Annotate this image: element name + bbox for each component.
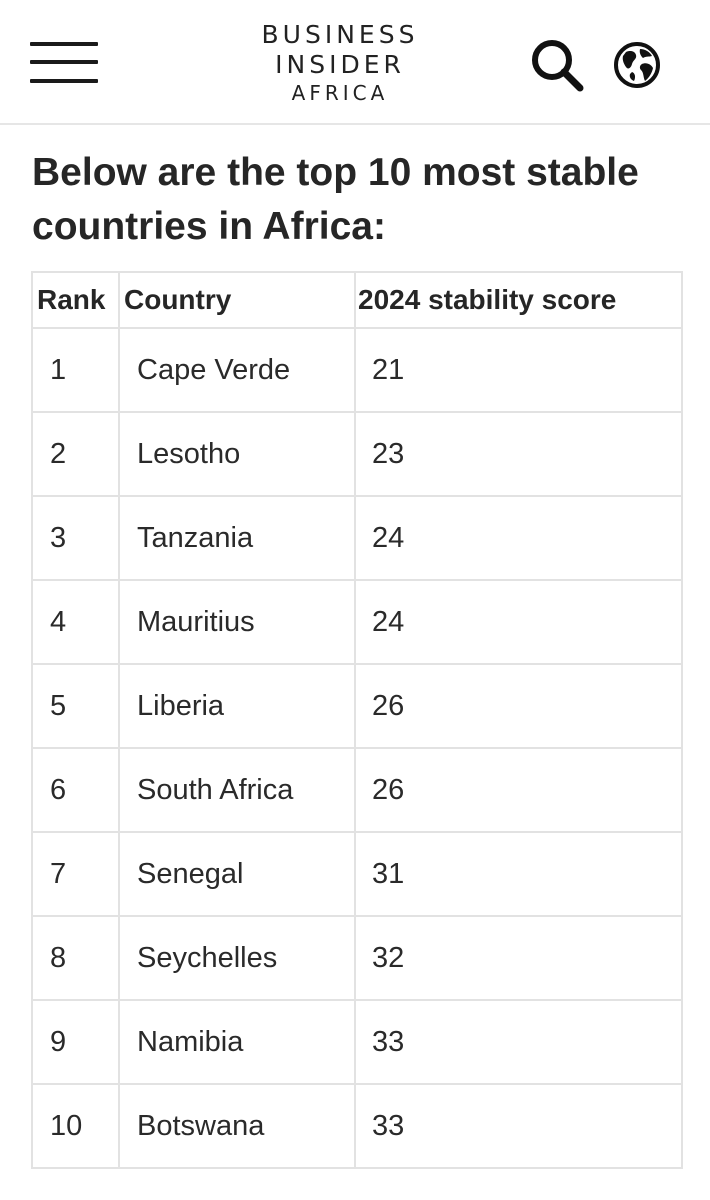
stability-table: Rank Country 2024 stability score 1 Cape… xyxy=(31,271,683,1169)
column-header-score: 2024 stability score xyxy=(354,271,683,329)
score-cell: 32 xyxy=(354,915,683,1001)
menu-line xyxy=(30,42,98,46)
country-cell: Senegal xyxy=(118,831,356,917)
score-cell: 26 xyxy=(354,663,683,749)
country-cell: Lesotho xyxy=(118,411,356,497)
score-cell: 23 xyxy=(354,411,683,497)
table-row: 2 Lesotho 23 xyxy=(31,411,683,497)
table-header-row: Rank Country 2024 stability score xyxy=(31,271,683,329)
menu-line xyxy=(30,79,98,83)
rank-cell: 9 xyxy=(31,999,120,1085)
table-row: 9 Namibia 33 xyxy=(31,999,683,1085)
score-cell: 21 xyxy=(354,327,683,413)
table-row: 8 Seychelles 32 xyxy=(31,915,683,1001)
country-cell: Tanzania xyxy=(118,495,356,581)
country-cell: Mauritius xyxy=(118,579,356,665)
score-cell: 26 xyxy=(354,747,683,833)
rank-cell: 2 xyxy=(31,411,120,497)
score-cell: 24 xyxy=(354,579,683,665)
table-row: 7 Senegal 31 xyxy=(31,831,683,917)
country-cell: Cape Verde xyxy=(118,327,356,413)
country-cell: Namibia xyxy=(118,999,356,1085)
logo-line-insider: INSIDER xyxy=(275,50,405,79)
rank-cell: 6 xyxy=(31,747,120,833)
menu-line xyxy=(30,60,98,64)
column-header-country: Country xyxy=(118,271,356,329)
country-cell: Seychelles xyxy=(118,915,356,1001)
score-cell: 24 xyxy=(354,495,683,581)
rank-cell: 7 xyxy=(31,831,120,917)
table-row: 6 South Africa 26 xyxy=(31,747,683,833)
search-icon[interactable] xyxy=(528,36,586,94)
table-row: 1 Cape Verde 21 xyxy=(31,327,683,413)
score-cell: 33 xyxy=(354,999,683,1085)
rank-cell: 4 xyxy=(31,579,120,665)
rank-cell: 1 xyxy=(31,327,120,413)
rank-cell: 5 xyxy=(31,663,120,749)
score-cell: 33 xyxy=(354,1083,683,1169)
country-cell: Botswana xyxy=(118,1083,356,1169)
globe-icon[interactable] xyxy=(612,40,662,90)
site-logo[interactable]: BUSINESS INSIDER AFRICA xyxy=(215,20,465,106)
table-row: 10 Botswana 33 xyxy=(31,1083,683,1169)
column-header-rank: Rank xyxy=(31,271,120,329)
rank-cell: 8 xyxy=(31,915,120,1001)
table-row: 3 Tanzania 24 xyxy=(31,495,683,581)
logo-line-africa: AFRICA xyxy=(291,81,389,105)
site-header: BUSINESS INSIDER AFRICA xyxy=(0,0,710,125)
score-cell: 31 xyxy=(354,831,683,917)
table-row: 4 Mauritius 24 xyxy=(31,579,683,665)
country-cell: Liberia xyxy=(118,663,356,749)
article-heading: Below are the top 10 most stable countri… xyxy=(32,151,639,248)
table-row: 5 Liberia 26 xyxy=(31,663,683,749)
logo-line-business: BUSINESS xyxy=(261,20,419,49)
country-cell: South Africa xyxy=(118,747,356,833)
hamburger-menu-icon[interactable] xyxy=(30,42,98,84)
rank-cell: 3 xyxy=(31,495,120,581)
rank-cell: 10 xyxy=(31,1083,120,1169)
